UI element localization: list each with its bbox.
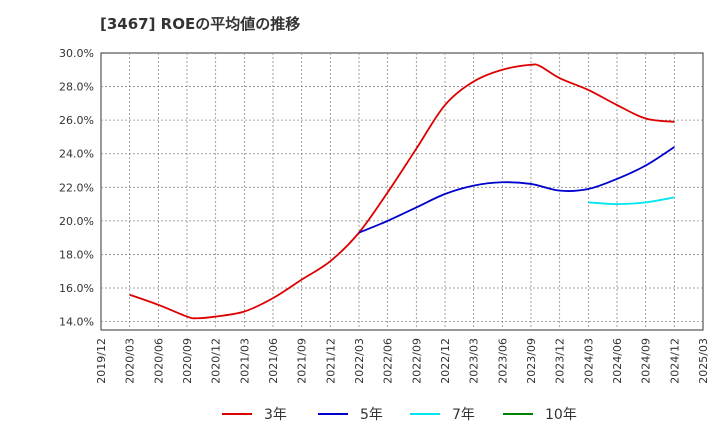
y-axis-ticks: 14.0% 16.0% 18.0% 20.0% 22.0% 24.0% 26.0% 28.0%… bbox=[59, 47, 94, 329]
y-tick-label: 16.0% bbox=[59, 282, 94, 295]
x-tick-label: 2020/03 bbox=[124, 338, 137, 384]
x-tick-label: 2023/03 bbox=[468, 338, 481, 384]
y-tick-label: 24.0% bbox=[59, 148, 94, 161]
x-tick-label: 2024/09 bbox=[640, 338, 653, 384]
x-tick-label: 2022/12 bbox=[439, 338, 452, 384]
x-tick-label: 2020/12 bbox=[210, 338, 223, 384]
series-line-7年 bbox=[588, 196, 675, 205]
x-tick-label: 2021/03 bbox=[238, 338, 251, 384]
legend-label-7年: 7年 bbox=[452, 407, 475, 423]
y-tick-label: 30.0% bbox=[59, 47, 94, 60]
y-tick-label: 26.0% bbox=[59, 114, 94, 127]
y-tick-label: 18.0% bbox=[59, 248, 94, 261]
x-tick-label: 2020/09 bbox=[181, 338, 194, 384]
x-tick-label: 2021/06 bbox=[267, 338, 280, 384]
x-tick-label: 2025/03 bbox=[697, 338, 710, 384]
x-tick-label: 2022/03 bbox=[353, 338, 366, 384]
legend: 3年 5年 7年 10年 bbox=[222, 407, 577, 423]
x-tick-label: 2023/06 bbox=[496, 338, 509, 384]
x-tick-label: 2024/03 bbox=[582, 338, 595, 384]
plot-area bbox=[100, 52, 704, 331]
x-tick-label: 2022/09 bbox=[410, 338, 423, 384]
x-tick-label: 2021/09 bbox=[296, 338, 309, 384]
x-axis-ticks: 2019/12 2020/03 2020/06 2020/09 2020/12 2021/… bbox=[95, 338, 710, 384]
series-line-5年 bbox=[358, 146, 675, 234]
chart-title: [3467] ROEの平均値の推移 bbox=[100, 15, 300, 33]
legend-label-3年: 3年 bbox=[264, 407, 287, 423]
series-line-3年 bbox=[129, 63, 675, 320]
y-tick-label: 22.0% bbox=[59, 181, 94, 194]
x-tick-label: 2023/09 bbox=[525, 338, 538, 384]
legend-label-5年: 5年 bbox=[360, 407, 383, 423]
x-tick-label: 2024/06 bbox=[611, 338, 624, 384]
x-tick-label: 2020/06 bbox=[152, 338, 165, 384]
y-tick-label: 14.0% bbox=[59, 316, 94, 329]
x-tick-label: 2021/12 bbox=[324, 338, 337, 384]
y-tick-label: 20.0% bbox=[59, 215, 94, 228]
x-tick-label: 2022/06 bbox=[382, 338, 395, 384]
series-lines bbox=[129, 63, 675, 320]
grid bbox=[101, 53, 703, 330]
x-tick-label: 2023/12 bbox=[554, 338, 567, 384]
legend-label-10年: 10年 bbox=[545, 407, 577, 423]
x-tick-label: 2019/12 bbox=[95, 338, 108, 384]
y-tick-label: 28.0% bbox=[59, 81, 94, 94]
x-tick-label: 2024/12 bbox=[668, 338, 681, 384]
